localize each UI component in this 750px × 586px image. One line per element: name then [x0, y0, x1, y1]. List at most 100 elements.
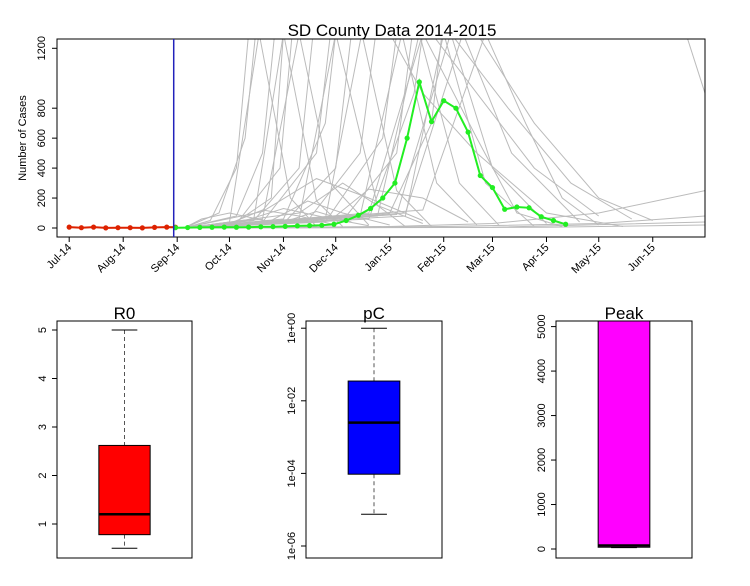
x-tick-label: Mar-15 [464, 242, 497, 275]
simulation-line [184, 39, 563, 229]
y-tick-label: 4000 [536, 359, 548, 383]
iqr-box [347, 380, 401, 475]
data-point [294, 223, 300, 229]
data-point [282, 223, 288, 229]
simulation-line [184, 39, 275, 229]
data-point [185, 224, 191, 231]
data-point [355, 212, 361, 218]
data-point [380, 195, 386, 201]
data-point [392, 180, 398, 186]
x-tick-label: Nov-14 [255, 242, 289, 276]
data-point [489, 184, 496, 191]
data-point [103, 225, 109, 231]
y-tick-label: 600 [36, 129, 48, 147]
data-point [306, 223, 313, 229]
box-title: pC [363, 304, 385, 323]
timeseries-chart: SD County Data 2014-2015 Number of Cases… [17, 21, 706, 276]
y-tick-label: 1 [37, 521, 49, 527]
y-tick-label: 2 [37, 472, 49, 478]
y-tick-label: 3 [37, 424, 49, 430]
simulation-line [184, 182, 423, 229]
data-point [563, 221, 569, 227]
simulation-line [392, 39, 624, 227]
data-point [151, 224, 158, 231]
y-tick-label: 5000 [536, 314, 548, 338]
simulation-line [184, 39, 317, 229]
data-point [127, 225, 133, 231]
simulation-line [184, 39, 478, 229]
data-point [90, 224, 97, 230]
data-point [258, 224, 264, 230]
data-point [319, 222, 325, 228]
x-tick-label: Feb-15 [416, 242, 449, 275]
simulation-line [184, 39, 397, 229]
plot-frame [305, 320, 443, 559]
simulation-line [184, 39, 256, 229]
simulation-line [184, 39, 442, 229]
simulation-line [184, 224, 705, 229]
y-tick-label: 400 [36, 159, 48, 177]
data-point [233, 224, 240, 230]
data-point [139, 225, 145, 231]
simulation-line [184, 39, 535, 229]
data-series [66, 78, 569, 231]
simulation-line [184, 39, 580, 229]
simulation-lines [183, 39, 705, 229]
simulation-line [183, 212, 272, 229]
x-tick-label: Apr-15 [520, 242, 552, 274]
plot-frame [56, 38, 706, 238]
simulation-line [435, 39, 599, 217]
simulation-line [479, 39, 653, 221]
data-point [514, 204, 520, 210]
y-tick-label: 2000 [536, 448, 548, 472]
y-tick-label: 1e-06 [286, 532, 298, 560]
observed-line [69, 226, 176, 229]
data-point [441, 98, 447, 104]
x-tick-label: Dec-14 [307, 242, 341, 276]
simulation-line [184, 188, 469, 229]
simulation-line [184, 178, 423, 229]
plot-frame [555, 320, 693, 559]
data-point [331, 221, 337, 227]
y-tick-label: 800 [36, 99, 48, 117]
x-tick-label: Jan-15 [363, 242, 395, 274]
x-tick-label: Oct-14 [203, 242, 235, 274]
data-point [538, 214, 544, 220]
x-axis: Jul-14 Aug-14 Sep-14 Oct-14 Nov-14 Dec-14 Jan-… [45, 237, 658, 276]
data-point [115, 225, 121, 231]
y-tick-label: 4 [37, 375, 49, 381]
data-point [416, 79, 422, 85]
data-point [221, 224, 227, 230]
simulation-line [184, 39, 413, 229]
y-tick-label: 0 [536, 546, 548, 552]
x-tick-label: Jun-15 [626, 242, 658, 274]
data-point [367, 205, 374, 212]
data-point [465, 129, 471, 135]
iqr-box [98, 444, 151, 536]
x-tick-label: Aug-14 [95, 242, 129, 276]
simulation-line [184, 210, 352, 229]
y-tick-label: 1e-04 [286, 459, 298, 487]
data-point [526, 205, 532, 211]
x-tick-label: May-15 [569, 242, 603, 276]
simulation-line [184, 39, 284, 229]
data-point [453, 105, 459, 111]
peak-boxplot: Peak 0 1000 2000 3000 4000 5000 [536, 304, 693, 559]
chart-title: SD County Data 2014-2015 [288, 21, 497, 40]
box-title: Peak [605, 304, 644, 323]
simulation-line [184, 39, 249, 229]
y-tick-label: 1200 [36, 36, 48, 60]
y-axis: 0 200 400 600 800 1200 [36, 36, 57, 231]
r0-boxplot: R0 1 2 3 4 5 [37, 304, 193, 559]
plot-frame [56, 320, 193, 559]
simulation-line [184, 39, 547, 229]
data-point [428, 119, 435, 125]
data-point [270, 224, 276, 230]
pc-boxplot: pC 1e-06 1e-04 1e-02 1e+00 [286, 304, 443, 560]
box-title: R0 [114, 304, 136, 323]
iqr-box [597, 320, 651, 548]
data-point [66, 224, 72, 230]
data-point [197, 224, 203, 231]
y-tick-label: 200 [36, 189, 48, 207]
